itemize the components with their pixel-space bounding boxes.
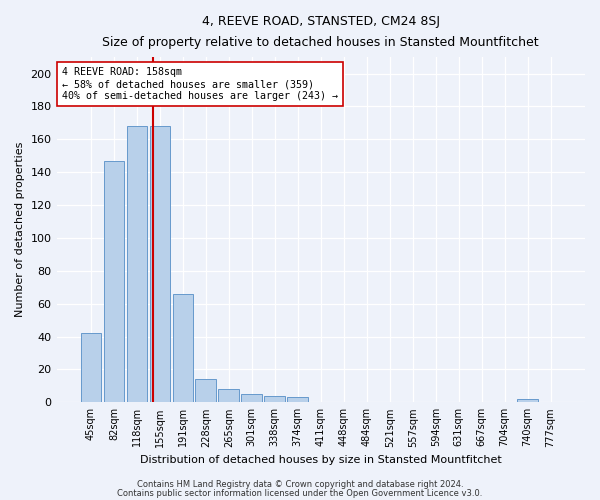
Bar bbox=[265, 396, 285, 402]
Bar bbox=[517, 399, 538, 402]
Bar bbox=[127, 126, 147, 402]
Bar bbox=[241, 394, 262, 402]
Bar bbox=[218, 389, 239, 402]
Bar bbox=[196, 380, 216, 402]
Text: 4 REEVE ROAD: 158sqm
← 58% of detached houses are smaller (359)
40% of semi-deta: 4 REEVE ROAD: 158sqm ← 58% of detached h… bbox=[62, 68, 338, 100]
Bar bbox=[287, 398, 308, 402]
Title: 4, REEVE ROAD, STANSTED, CM24 8SJ
Size of property relative to detached houses i: 4, REEVE ROAD, STANSTED, CM24 8SJ Size o… bbox=[103, 15, 539, 49]
Y-axis label: Number of detached properties: Number of detached properties bbox=[15, 142, 25, 318]
Bar bbox=[173, 294, 193, 403]
Bar bbox=[80, 334, 101, 402]
Text: Contains public sector information licensed under the Open Government Licence v3: Contains public sector information licen… bbox=[118, 489, 482, 498]
Bar bbox=[104, 160, 124, 402]
Bar bbox=[149, 126, 170, 402]
Text: Contains HM Land Registry data © Crown copyright and database right 2024.: Contains HM Land Registry data © Crown c… bbox=[137, 480, 463, 489]
X-axis label: Distribution of detached houses by size in Stansted Mountfitchet: Distribution of detached houses by size … bbox=[140, 455, 502, 465]
